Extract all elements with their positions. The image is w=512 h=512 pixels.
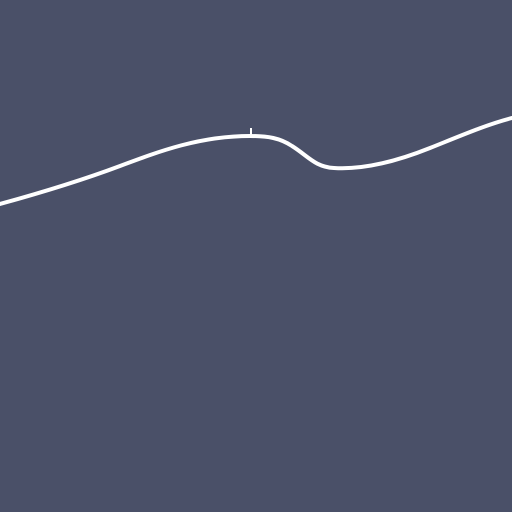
white-curve-line [0, 116, 512, 206]
